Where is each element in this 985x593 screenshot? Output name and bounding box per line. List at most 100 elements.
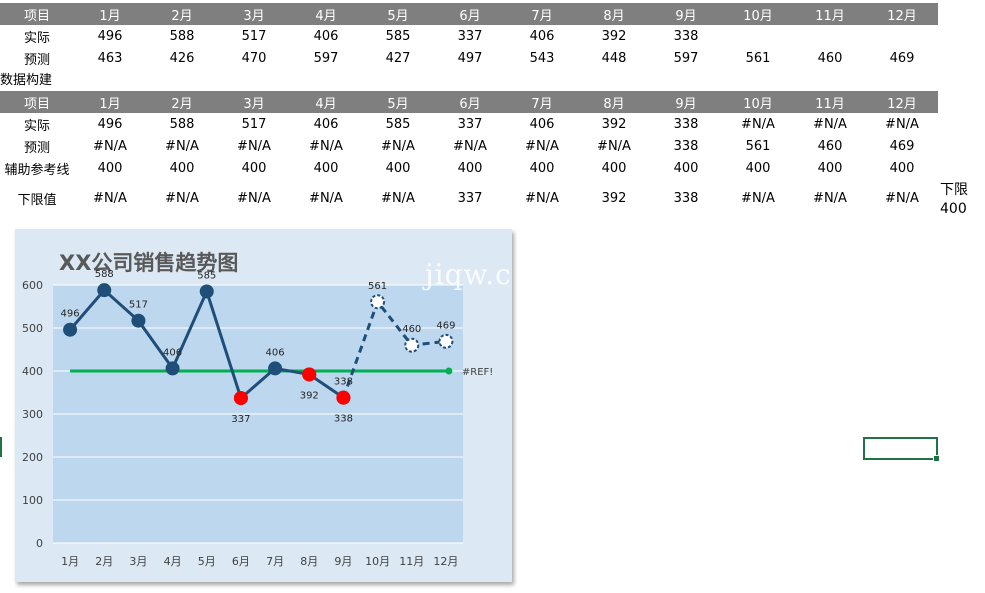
- data-cell[interactable]: #N/A: [813, 190, 847, 206]
- row-label-cell[interactable]: 预测: [23, 140, 50, 156]
- data-cell[interactable]: 561: [745, 138, 771, 154]
- header-cell[interactable]: 4月: [290, 3, 362, 25]
- data-cell[interactable]: 338: [673, 138, 699, 154]
- header-cell[interactable]: 8月: [578, 91, 650, 113]
- data-cell[interactable]: 496: [97, 116, 123, 132]
- data-cell[interactable]: #N/A: [93, 190, 127, 206]
- data-cell[interactable]: 337: [457, 116, 483, 132]
- fill-handle[interactable]: [933, 455, 940, 462]
- data-cell[interactable]: #N/A: [813, 116, 847, 132]
- header-cell[interactable]: 3月: [218, 3, 290, 25]
- header-cell[interactable]: 项目: [0, 91, 74, 113]
- header-cell[interactable]: 7月: [506, 3, 578, 25]
- data-cell[interactable]: 406: [529, 116, 555, 132]
- data-cell[interactable]: #N/A: [309, 190, 343, 206]
- data-cell[interactable]: #N/A: [165, 138, 199, 154]
- header-cell[interactable]: 12月: [866, 91, 938, 113]
- data-cell[interactable]: 392: [601, 116, 627, 132]
- data-cell[interactable]: #N/A: [237, 190, 271, 206]
- data-cell[interactable]: #N/A: [237, 138, 271, 154]
- data-cell[interactable]: 543: [529, 50, 555, 66]
- selected-cell[interactable]: [863, 437, 938, 460]
- data-cell[interactable]: 585: [385, 116, 411, 132]
- header-cell[interactable]: 项目: [0, 3, 74, 25]
- data-cell[interactable]: 338: [673, 190, 699, 206]
- header-cell[interactable]: 10月: [722, 3, 794, 25]
- header-cell[interactable]: 6月: [434, 91, 506, 113]
- header-cell[interactable]: 10月: [722, 91, 794, 113]
- data-cell[interactable]: 427: [385, 50, 411, 66]
- row-label-cell[interactable]: 实际: [23, 30, 50, 46]
- header-cell[interactable]: 11月: [794, 91, 866, 113]
- data-cell[interactable]: 400: [601, 160, 627, 176]
- data-cell[interactable]: #N/A: [741, 116, 775, 132]
- header-cell[interactable]: 1月: [74, 91, 146, 113]
- data-cell[interactable]: 517: [241, 116, 267, 132]
- data-cell[interactable]: 463: [97, 50, 123, 66]
- data-cell[interactable]: 400: [457, 160, 483, 176]
- data-cell[interactable]: 400: [745, 160, 771, 176]
- header-cell[interactable]: 12月: [866, 3, 938, 25]
- data-cell[interactable]: #N/A: [93, 138, 127, 154]
- header-cell[interactable]: 6月: [434, 3, 506, 25]
- data-cell[interactable]: 469: [889, 50, 915, 66]
- data-cell[interactable]: 469: [889, 138, 915, 154]
- data-cell[interactable]: 406: [313, 116, 339, 132]
- data-cell[interactable]: 337: [457, 28, 483, 44]
- data-cell[interactable]: 400: [169, 160, 195, 176]
- header-cell[interactable]: 7月: [506, 91, 578, 113]
- data-cell[interactable]: 400: [673, 160, 699, 176]
- data-cell[interactable]: [866, 25, 938, 47]
- data-cell[interactable]: 400: [889, 160, 915, 176]
- data-cell[interactable]: 338: [673, 28, 699, 44]
- data-cell[interactable]: 588: [169, 28, 195, 44]
- data-cell[interactable]: 561: [745, 50, 771, 66]
- data-cell[interactable]: 460: [817, 50, 843, 66]
- sales-trend-chart[interactable]: XX公司销售趋势图 0 100 200 300 400 500 600 1月 2月 3月 4月 5月 6…: [15, 229, 512, 582]
- header-cell[interactable]: 2月: [146, 3, 218, 25]
- data-cell[interactable]: 588: [169, 116, 195, 132]
- header-cell[interactable]: 1月: [74, 3, 146, 25]
- data-cell[interactable]: #N/A: [381, 190, 415, 206]
- data-cell[interactable]: 400: [97, 160, 123, 176]
- header-cell[interactable]: 4月: [290, 91, 362, 113]
- data-cell[interactable]: 400: [241, 160, 267, 176]
- data-cell[interactable]: 460: [817, 138, 843, 154]
- header-cell[interactable]: 2月: [146, 91, 218, 113]
- header-cell[interactable]: 9月: [650, 3, 722, 25]
- data-cell[interactable]: #N/A: [165, 190, 199, 206]
- data-cell[interactable]: [794, 25, 866, 47]
- data-cell[interactable]: #N/A: [741, 190, 775, 206]
- data-cell[interactable]: #N/A: [597, 138, 631, 154]
- data-cell[interactable]: #N/A: [453, 138, 487, 154]
- data-cell[interactable]: 400: [529, 160, 555, 176]
- data-cell[interactable]: 470: [241, 50, 267, 66]
- data-cell[interactable]: 448: [601, 50, 627, 66]
- data-cell[interactable]: 496: [97, 28, 123, 44]
- data-cell[interactable]: [722, 25, 794, 47]
- header-cell[interactable]: 3月: [218, 91, 290, 113]
- row-label-cell[interactable]: 下限值: [17, 192, 57, 208]
- data-cell[interactable]: 406: [529, 28, 555, 44]
- header-cell[interactable]: 5月: [362, 3, 434, 25]
- data-cell[interactable]: 585: [385, 28, 411, 44]
- data-cell[interactable]: 517: [241, 28, 267, 44]
- data-cell[interactable]: #N/A: [525, 190, 559, 206]
- data-cell[interactable]: 400: [313, 160, 339, 176]
- row-label-cell[interactable]: 辅助参考线: [4, 162, 70, 178]
- row-label-cell[interactable]: 实际: [23, 118, 50, 134]
- data-cell[interactable]: 392: [601, 28, 627, 44]
- data-cell[interactable]: #N/A: [885, 190, 919, 206]
- data-cell[interactable]: 400: [385, 160, 411, 176]
- data-cell[interactable]: 337: [457, 190, 483, 206]
- data-cell[interactable]: #N/A: [381, 138, 415, 154]
- data-cell[interactable]: 597: [673, 50, 699, 66]
- data-cell[interactable]: 597: [313, 50, 339, 66]
- header-cell[interactable]: 9月: [650, 91, 722, 113]
- header-cell[interactable]: 11月: [794, 3, 866, 25]
- data-cell[interactable]: #N/A: [309, 138, 343, 154]
- data-cell[interactable]: 406: [313, 28, 339, 44]
- data-cell[interactable]: 426: [169, 50, 195, 66]
- data-cell[interactable]: 400: [817, 160, 843, 176]
- data-cell[interactable]: 497: [457, 50, 483, 66]
